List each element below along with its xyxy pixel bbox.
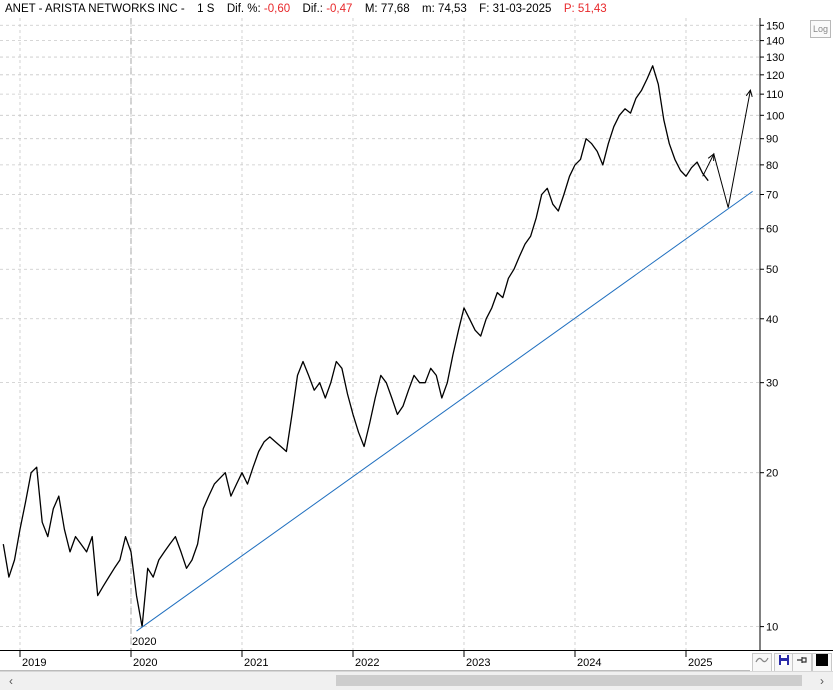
y-tick-label: 150 <box>766 20 784 32</box>
y-tick-label: 90 <box>766 134 778 146</box>
color-swatch-glyph <box>816 654 828 666</box>
y-tick-label: 20 <box>766 468 778 480</box>
y-tick-label: 40 <box>766 314 778 326</box>
trendline-layer <box>136 89 753 632</box>
wave-icon-glyph <box>755 657 769 663</box>
pin-glyph <box>797 657 807 663</box>
x-tick-label: 2020 <box>133 657 157 669</box>
dif-label: Dif.: <box>302 3 323 15</box>
dif-pct-value: -0,60 <box>263 3 291 15</box>
price-label: P: <box>563 3 575 15</box>
y-tick-label: 10 <box>766 622 778 634</box>
projection-arrowhead <box>745 89 753 98</box>
grid <box>0 18 760 650</box>
x-tick-label: 2024 <box>577 657 601 669</box>
black-square-icon[interactable] <box>812 653 832 672</box>
axes: 10 20 30 40 50 60 70 80 90 100 110 120 130 140 150 2019… <box>0 18 833 671</box>
price-line <box>2 65 709 628</box>
y-tick-label: 50 <box>766 264 778 276</box>
scroll-left-arrow[interactable]: ‹ <box>9 674 13 688</box>
scroll-thumb[interactable] <box>336 675 802 686</box>
y-tick-label: 60 <box>766 224 778 236</box>
y-tick-label: 130 <box>766 52 784 64</box>
price-series <box>2 65 709 628</box>
dif-value: -0,47 <box>326 3 353 15</box>
y-tick-label: 110 <box>766 89 784 101</box>
x-tick-label: 2022 <box>355 657 379 669</box>
y-tick-label: 120 <box>766 70 784 82</box>
min-label: m: <box>422 3 435 15</box>
date-value: 31-03-2025 <box>492 3 552 15</box>
scroll-right-arrow[interactable]: › <box>820 674 824 688</box>
pin-icon[interactable] <box>792 653 812 672</box>
y-tick-label: 140 <box>766 36 784 48</box>
floppy-glyph <box>779 655 789 665</box>
support-trendline <box>136 190 753 632</box>
year-marker-label: 2020 <box>132 636 156 648</box>
chart-header: ANET - ARISTA NETWORKS INC - 1 S Dif. %:… <box>0 0 765 18</box>
price-value: 51,43 <box>577 3 607 15</box>
min-value: 74,53 <box>437 3 467 15</box>
max-value: 77,68 <box>380 3 410 15</box>
y-tick-label: 30 <box>766 378 778 390</box>
y-tick-label: 80 <box>766 160 778 172</box>
dif-pct-label: Dif. %: <box>226 3 261 15</box>
y-tick-label: 70 <box>766 190 778 202</box>
x-tick-label: 2021 <box>244 657 268 669</box>
log-scale-button[interactable]: Log <box>810 20 831 38</box>
period-label: 1 S <box>197 3 215 15</box>
price-chart[interactable]: 10 20 30 40 50 60 70 80 90 100 110 120 130 140 150 2019… <box>0 0 833 671</box>
symbol-label: ANET - ARISTA NETWORKS INC - <box>5 3 185 15</box>
y-tick-label: 100 <box>766 110 784 122</box>
wave-icon[interactable] <box>752 653 772 672</box>
date-label: F: <box>479 3 490 15</box>
x-tick-label: 2019 <box>22 657 46 669</box>
floppy-save-icon[interactable] <box>774 653 794 672</box>
x-tick-label: 2025 <box>688 657 712 669</box>
projection-arrowhead <box>707 153 715 162</box>
max-label: M: <box>364 3 378 15</box>
x-tick-label: 2023 <box>466 657 490 669</box>
horizontal-scrollbar[interactable]: ‹ › <box>0 671 833 690</box>
projection-line <box>702 90 751 208</box>
